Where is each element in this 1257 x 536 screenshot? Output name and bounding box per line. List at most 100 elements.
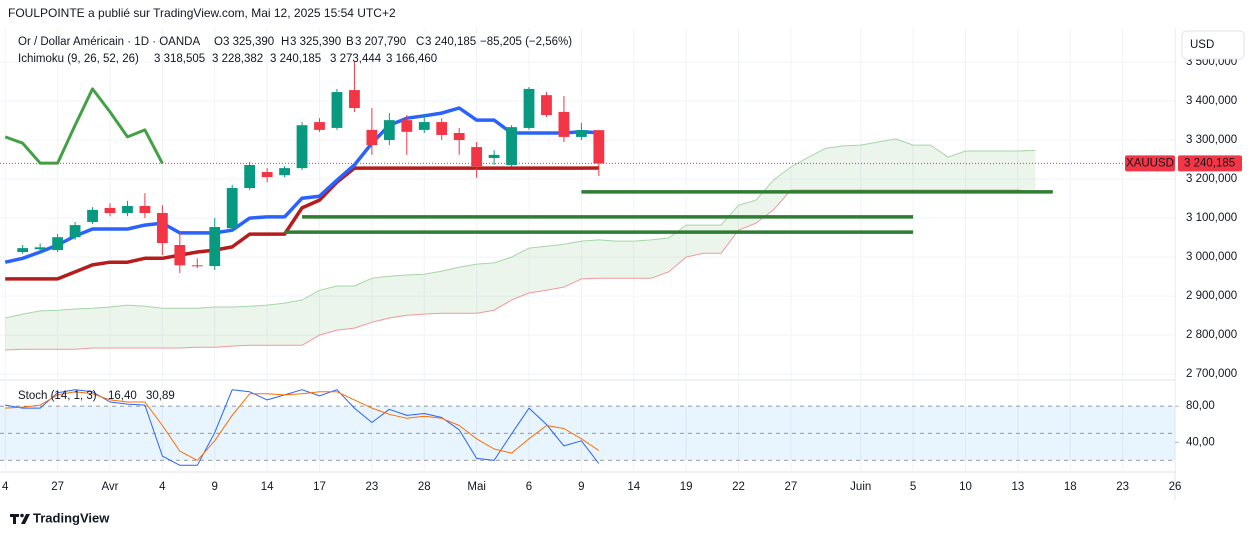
x-tick-label: 10 [959,481,972,493]
candle-body [401,120,413,132]
y-tick-label: 2 700,000 [1186,368,1237,380]
candle-body [506,127,517,166]
candle-body [366,129,378,146]
x-tick-label: 9 [212,481,218,493]
conversion-line [4,106,599,264]
ohlc-key: C [416,36,424,48]
x-tick-label: 22 [732,481,745,493]
candle-body [52,237,64,251]
candle-body [523,88,535,128]
ichimoku-value: 3 240,185 [270,53,321,65]
candle-body [593,130,605,164]
x-tick-label: 6 [526,481,532,493]
ichimoku-value: 3 318,505 [154,53,205,65]
chart-title: Or / Dollar Américain · 1D · OANDA [18,36,200,48]
candle-body [17,248,29,253]
ohlc-value: 3 325,390 [223,36,274,48]
publisher-line: FOULPOINTE a publié sur TradingView.com,… [8,6,396,20]
x-tick-label: 17 [313,481,326,493]
candle-body [541,95,552,116]
y-tick-label: 3 400,000 [1186,95,1237,107]
currency-button[interactable] [1181,30,1245,60]
stoch-name: Stoch (14, 1, 3) [18,390,97,402]
candle-body [209,227,221,267]
candle-body [575,130,587,137]
brand-name: TradingView [33,510,110,525]
candle-body [87,209,98,222]
y-tick-label: 3 000,000 [1186,251,1237,263]
ichimoku-value: 3 166,460 [386,53,437,65]
y-tick-label: 3 300,000 [1186,134,1237,146]
x-tick-label: 27 [51,481,64,493]
candle-body [122,205,133,213]
x-tick-label: 14 [261,481,274,493]
x-tick-label: 19 [680,481,693,493]
price-tag-label: 3 240,185 [1184,157,1235,169]
x-tick-label: 14 [627,481,640,493]
stoch-tick-label: 40,00 [1186,436,1215,448]
ichimoku-name: Ichimoku (9, 26, 52, 26) [18,53,139,65]
candle-body [279,168,290,176]
plot-area [0,28,1175,472]
y-tick-label: 2 900,000 [1186,290,1237,302]
stoch-tick-label: 80,00 [1186,400,1215,412]
stoch-value: 16,40 [108,390,137,402]
x-tick-label: 9 [578,481,584,493]
stoch-line [5,389,600,466]
base-line [5,166,599,281]
ohlc-key: H [281,36,289,48]
x-tick-label: 26 [1169,481,1182,493]
x-tick-label: Juin [850,481,871,493]
x-tick-label: 18 [1064,481,1077,493]
leading-span-a [5,138,1036,319]
symbol-tag [1125,155,1175,172]
candle-body [191,265,203,267]
x-tick-label: 28 [418,481,431,493]
candle-body [261,172,273,178]
candle-body [471,147,483,167]
currency-label[interactable]: USD [1190,39,1214,51]
y-tick-label: 3 200,000 [1186,173,1237,185]
ohlc-value: 3 325,390 [290,36,341,48]
price-tag [1178,155,1242,172]
y-tick-label: 3 100,000 [1186,212,1237,224]
x-tick-label: 5 [910,481,916,493]
change-label: −85,205 (−2,56%) [480,36,572,48]
candle-body [226,188,238,229]
candle-body [104,207,116,213]
ohlc-value: 3 240,185 [425,36,476,48]
candle-body [488,154,500,158]
ichimoku-value: 3 273,444 [330,53,382,65]
ohlc-key: O [214,36,223,48]
x-tick-label: 4 [159,481,166,493]
brand-logo [10,513,30,524]
candle-body [174,244,186,266]
x-tick-label: 27 [785,481,798,493]
ohlc-value: 3 207,790 [355,36,406,48]
x-tick-label: Avr [101,481,118,493]
leading-span-b [5,189,1036,351]
x-tick-label: 23 [1116,481,1129,493]
candle-body [418,122,430,130]
candle-body [156,212,168,244]
x-tick-label: 4 [2,481,9,493]
symbol-tag-label: XAUUSD [1126,157,1174,169]
candle-body [314,122,325,130]
candle-body [244,165,256,189]
candle-body [331,92,343,128]
candle-body [453,133,465,141]
lagging-span [4,87,164,165]
candle-body [34,247,46,250]
candle-body [383,120,395,141]
candle-body [296,125,308,169]
ichimoku-value: 3 228,382 [212,53,263,65]
candle-body [558,111,570,137]
x-tick-label: 23 [365,481,378,493]
ohlc-key: B [346,36,354,48]
stoch-line [5,391,600,461]
x-tick-label: 13 [1011,481,1024,493]
x-tick-label: Mai [467,481,486,493]
candle-body [436,122,448,135]
candle-body [139,205,151,213]
